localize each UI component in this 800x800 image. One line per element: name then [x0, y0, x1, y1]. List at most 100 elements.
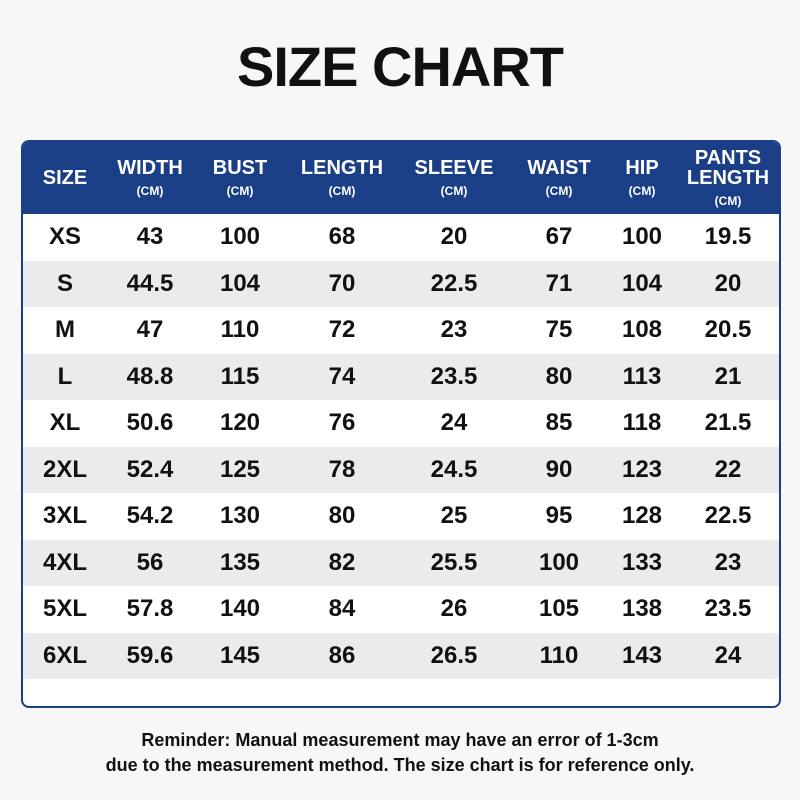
table-row: S 44.5 104 70 22.5 71 104 20 — [23, 260, 779, 307]
table-cell: 113 — [622, 362, 662, 390]
table-row: XS 43 100 68 20 67 100 19.5 — [23, 214, 779, 261]
table-cell: 104 — [621, 269, 663, 297]
table-cell: 135 — [219, 548, 261, 576]
table-cell: 123 — [621, 455, 663, 483]
reminder-line: due to the measurement method. The size … — [105, 755, 695, 775]
table-cell: 138 — [621, 595, 663, 622]
table-cell: 26.5 — [430, 641, 478, 669]
table-cell: 3XL — [42, 502, 87, 529]
table-cell: 133 — [621, 548, 663, 576]
table-cell: 54.2 — [126, 502, 174, 529]
table-cell: 75 — [545, 316, 573, 343]
table-cell: 108 — [621, 316, 663, 343]
table-row: 4XL 56 135 82 25.5 100 133 23 — [23, 539, 779, 586]
table-cell: 78 — [328, 455, 356, 483]
table-cell: 85 — [545, 409, 573, 436]
title: SIZE CHART — [237, 35, 564, 98]
table-cell: 52.4 — [126, 455, 174, 483]
table-cell: 84 — [328, 595, 356, 622]
table-cell: 22 — [714, 455, 742, 483]
table-cell: 76 — [328, 409, 356, 436]
table-cell: 72 — [328, 316, 356, 343]
table-cell: L — [57, 362, 73, 390]
column-unit: (CM) — [328, 184, 356, 198]
table-cell: 25 — [440, 502, 468, 529]
table-cell: 24 — [714, 641, 742, 669]
table-cell: 118 — [622, 409, 662, 436]
table-cell: 43 — [136, 223, 164, 250]
table-cell: 20 — [440, 223, 468, 250]
table-cell: 74 — [328, 362, 356, 390]
table-cell: 115 — [220, 362, 260, 390]
table-cell: 26 — [440, 595, 468, 622]
header-cell: HIP (CM) — [607, 142, 677, 214]
table-row: 6XL 59.6 145 86 26.5 110 143 24 — [23, 632, 779, 679]
table-cell: 22.5 — [704, 502, 752, 529]
table-cell: 47 — [136, 316, 164, 343]
table-cell: 25.5 — [430, 548, 478, 576]
table-cell: 44.5 — [126, 269, 174, 297]
header-cell: PANTS LENGTH (CM) — [677, 142, 779, 214]
header-cell: WIDTH (CM) — [107, 142, 193, 214]
table-row: M 47 110 72 23 75 108 20.5 — [23, 307, 779, 354]
table-cell: 48.8 — [126, 362, 174, 390]
table-cell: 23 — [440, 316, 468, 343]
table-cell: M — [55, 316, 75, 343]
column-name: HIP — [625, 157, 659, 179]
table-cell: 22.5 — [430, 269, 478, 297]
table-cell: 86 — [328, 641, 356, 669]
column-name: SIZE — [42, 167, 88, 189]
table-cell: 90 — [545, 455, 573, 483]
table-cell: 82 — [328, 548, 356, 576]
table-cell: S — [56, 269, 73, 297]
table-cell: 21 — [714, 362, 742, 390]
table-cell: 104 — [219, 269, 261, 297]
header-cell: WAIST (CM) — [511, 142, 607, 214]
table-cell: 128 — [621, 502, 663, 529]
table-cell: 23 — [714, 548, 742, 576]
table-row: XL 50.6 120 76 24 85 118 21.5 — [23, 400, 779, 447]
table-cell: XL — [49, 409, 81, 436]
table-cell: 67 — [545, 223, 573, 250]
column-name: LENGTH — [300, 157, 384, 179]
table-cell: 4XL — [42, 548, 87, 576]
table-cell: 95 — [545, 502, 573, 529]
table-cell: 23.5 — [704, 595, 752, 622]
table-cell: 80 — [545, 362, 573, 390]
table-cell: 80 — [328, 502, 356, 529]
table-row: 2XL 52.4 125 78 24.5 90 123 22 — [23, 446, 779, 493]
table-cell: 71 — [545, 269, 573, 297]
table-header: SIZE WIDTH (CM) BUST (CM) LENGTH (CM) SLEEVE (CM… — [23, 142, 779, 214]
table-cell: 143 — [621, 641, 663, 669]
table-cell: 2XL — [42, 455, 87, 483]
column-name: PANTS LENGTH — [686, 147, 770, 189]
column-name: WAIST — [527, 157, 591, 179]
table-cell: XS — [48, 223, 81, 250]
header-cell: SIZE — [23, 142, 107, 214]
table-cell: 120 — [219, 409, 261, 436]
column-unit: (CM) — [714, 194, 742, 208]
table-cell: 56 — [136, 548, 164, 576]
table-cell: 20 — [714, 269, 742, 297]
table-cell: 110 — [220, 316, 260, 343]
size-table: SIZE WIDTH (CM) BUST (CM) LENGTH (CM) SLEEVE (CM… — [21, 140, 781, 708]
table-cell: 145 — [219, 641, 261, 669]
table-cell: 100 — [621, 223, 663, 250]
column-unit: (CM) — [226, 184, 254, 198]
table-cell: 24 — [440, 409, 468, 436]
column-unit: (CM) — [545, 184, 573, 198]
table-cell: 20.5 — [704, 316, 752, 343]
table-row: L 48.8 115 74 23.5 80 113 21 — [23, 353, 779, 400]
column-name: BUST — [212, 157, 268, 179]
table-cell: 19.5 — [704, 223, 752, 250]
column-name: SLEEVE — [414, 157, 494, 179]
header-cell: SLEEVE (CM) — [397, 142, 511, 214]
column-unit: (CM) — [628, 184, 656, 198]
table-cell: 100 — [538, 548, 580, 576]
reminder-line: Reminder: Manual measurement may have an… — [141, 730, 659, 750]
table-cell: 68 — [328, 223, 356, 250]
header-cell: BUST (CM) — [193, 142, 287, 214]
column-name: WIDTH — [117, 157, 183, 179]
table-cell: 110 — [539, 641, 579, 669]
table-cell: 57.8 — [126, 595, 174, 622]
